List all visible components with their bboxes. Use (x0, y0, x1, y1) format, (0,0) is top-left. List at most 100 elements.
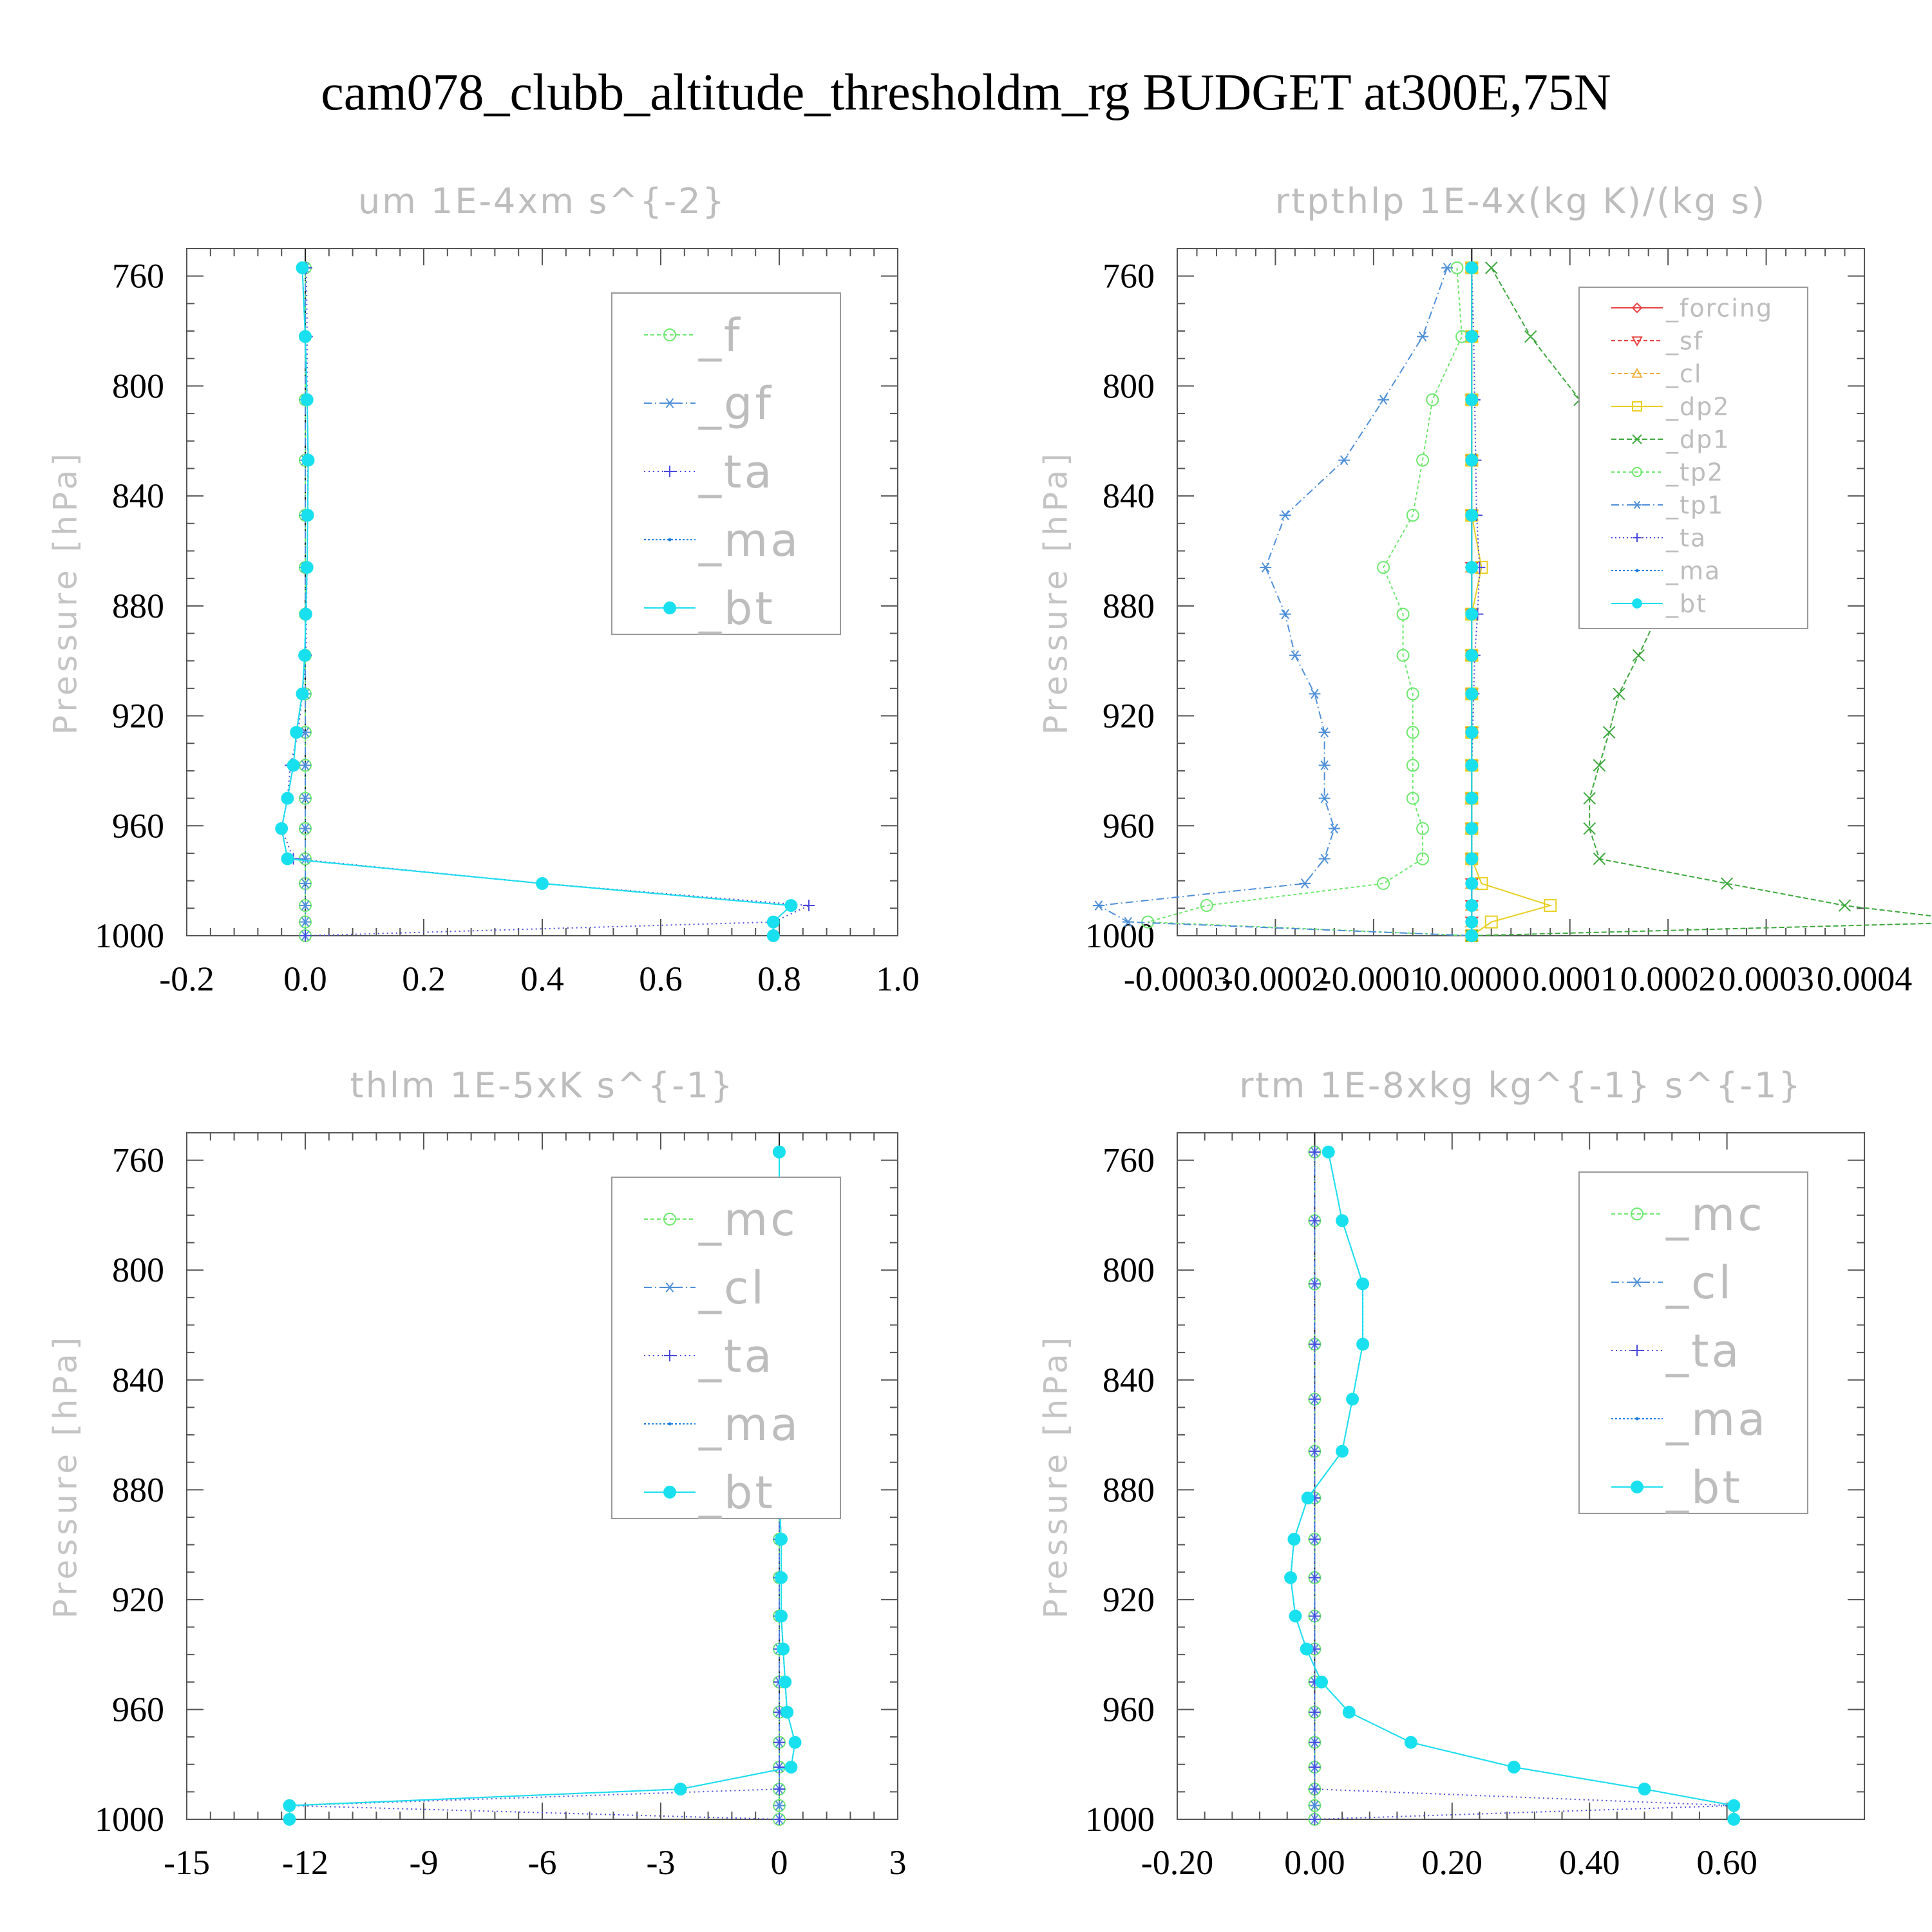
data-point (298, 649, 312, 662)
series-line (1290, 1151, 1735, 1819)
data-point (773, 1814, 785, 1825)
legend-box (1578, 1171, 1808, 1514)
data-point (1356, 1277, 1370, 1291)
data-point (1406, 687, 1419, 701)
data-point (1406, 508, 1419, 522)
data-point (1416, 822, 1430, 835)
data-point (1309, 1533, 1321, 1546)
data-point (773, 1736, 785, 1748)
legend-swatch-marker (664, 466, 676, 477)
panels: um 1E-4xm s^{-2} Pressure [hPa] 760 800 840 8… (47, 181, 1932, 1882)
series-dp2 (1465, 261, 1557, 942)
y-tick-label: 880 (1103, 1470, 1155, 1509)
legend-swatch-marker (1632, 467, 1642, 477)
data-point (773, 1145, 786, 1159)
y-tick-label: 1000 (95, 1800, 164, 1839)
x-tick-label: -12 (282, 1843, 328, 1882)
data-point (1279, 609, 1291, 620)
series-bt (1284, 1145, 1741, 1826)
y-axis-label: Pressure [hPa] (47, 450, 84, 735)
data-point (1484, 915, 1498, 929)
data-point (1524, 330, 1537, 343)
legend-swatch-marker (1633, 500, 1642, 509)
legend-box (611, 292, 841, 635)
legend-label: _dp1 (1665, 426, 1730, 454)
legend-label: _gf (698, 377, 773, 430)
data-point (283, 1813, 296, 1826)
series-line (1148, 267, 1472, 936)
data-point (1200, 899, 1213, 913)
data-point (299, 760, 311, 771)
legend-swatch-marker (664, 1282, 676, 1293)
data-point (281, 852, 294, 866)
data-point (1465, 453, 1479, 467)
y-tick-label: 880 (1103, 587, 1155, 625)
y-tick-label: 1000 (1085, 1800, 1155, 1839)
legend-label: _ma (1665, 1393, 1768, 1446)
data-point (301, 453, 315, 467)
y-tick-label: 960 (112, 1690, 164, 1728)
legend-swatch-marker (1631, 1208, 1643, 1220)
data-point (1465, 330, 1479, 343)
data-point (1465, 607, 1479, 621)
data-point (1507, 1761, 1520, 1774)
data-point (775, 1571, 788, 1584)
plot-frame (1177, 248, 1865, 936)
panel-title: um 1E-4xm s^{-2} (358, 181, 726, 222)
x-tick-label: 0.20 (1422, 1843, 1483, 1882)
legend: _forcing _sf _cl _dp2 _dp1 _tp2 _tp1 _ta _ma _bt (1578, 287, 1808, 629)
data-point (1465, 899, 1479, 913)
legend-label: _ma (698, 1398, 800, 1451)
legend-label: _ma (698, 514, 800, 567)
series-tp2 (1141, 261, 1479, 942)
legend-swatch-marker (1632, 401, 1642, 412)
data-point (299, 330, 312, 343)
data-point (1309, 1610, 1321, 1622)
data-point (299, 878, 311, 889)
plot-frame (1177, 1132, 1865, 1820)
x-tick-label: 0.0003 (1718, 960, 1814, 998)
y-axis-label: Pressure [hPa] (47, 1334, 84, 1619)
data-point (1336, 1444, 1349, 1458)
legend-swatch-marker (664, 398, 676, 408)
legend-swatch-marker (1635, 1417, 1639, 1421)
data-point (300, 561, 314, 574)
series-bt (275, 261, 798, 942)
data-point (1465, 822, 1479, 835)
data-point (1318, 793, 1331, 804)
data-point (1396, 649, 1410, 662)
data-point (1638, 1783, 1651, 1796)
series-line (281, 267, 793, 936)
series-ta (1466, 261, 1486, 942)
data-point (283, 1799, 296, 1812)
data-point (1122, 916, 1134, 927)
data-point (1465, 561, 1479, 574)
data-point (1544, 899, 1557, 913)
data-point (1727, 1813, 1741, 1826)
data-point (775, 1609, 788, 1623)
data-point (1093, 900, 1105, 911)
legend-swatch-marker (1631, 1345, 1643, 1356)
data-point (1404, 1736, 1417, 1749)
legend-swatch-marker (663, 328, 676, 341)
data-point (1378, 394, 1390, 405)
data-point (1465, 791, 1479, 805)
data-point (1309, 1783, 1321, 1795)
legend-label: _tp2 (1665, 459, 1724, 487)
x-tick-label: -0.0003 (1124, 960, 1231, 998)
legend-swatch-marker (1631, 336, 1643, 347)
x-tick-label: 0.00 (1284, 1843, 1345, 1882)
data-point (1406, 726, 1419, 739)
y-tick-label: 920 (1103, 1580, 1155, 1619)
y-tick-label: 960 (1103, 1690, 1155, 1728)
legend-swatch-marker (663, 601, 676, 614)
data-point (1416, 453, 1430, 467)
x-tick-label: 0.2 (402, 960, 446, 998)
data-point (301, 509, 314, 522)
data-point (781, 1705, 794, 1719)
legend-box (1578, 287, 1808, 629)
legend-label: _ta (1665, 524, 1707, 553)
y-tick-label: 920 (112, 1580, 164, 1619)
y-tick-label: 840 (112, 477, 164, 515)
y-tick-label: 1000 (95, 916, 164, 955)
